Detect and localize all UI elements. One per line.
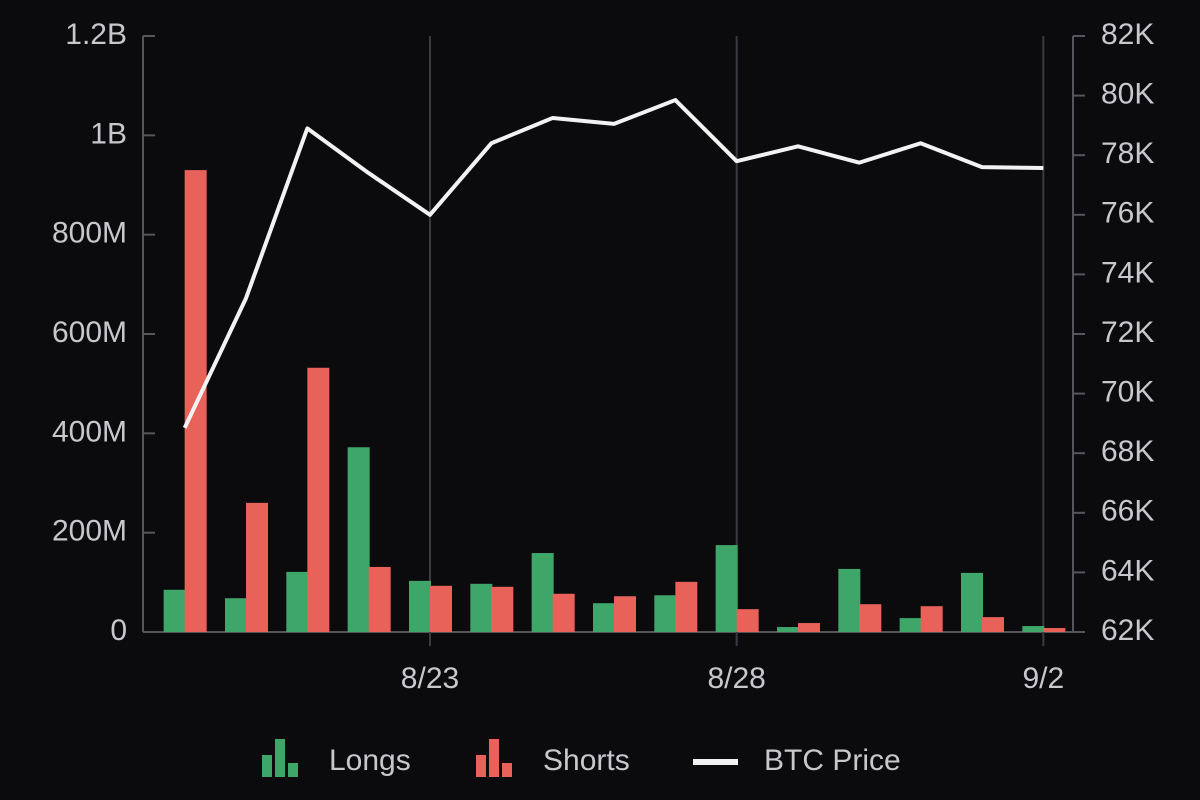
y2-tick-label: 64K xyxy=(1101,554,1154,587)
y-tick-label: 600M xyxy=(52,316,127,349)
bar xyxy=(246,502,268,632)
bar xyxy=(982,617,1004,632)
y2-tick-label: 76K xyxy=(1101,197,1154,230)
bar xyxy=(715,545,738,632)
legend-swatch xyxy=(262,755,272,777)
bar xyxy=(491,586,514,632)
legend-swatch xyxy=(502,763,512,777)
bar xyxy=(430,585,452,632)
y-tick-label: 400M xyxy=(52,415,127,448)
bar xyxy=(798,623,820,632)
price-line xyxy=(182,98,1044,429)
legend-label: Longs xyxy=(329,744,411,777)
legend-label: BTC Price xyxy=(764,744,901,777)
y2-tick-label: 62K xyxy=(1101,614,1154,647)
y2-tick-label: 68K xyxy=(1101,435,1154,468)
y2-tick-label: 82K xyxy=(1101,18,1154,51)
y2-tick-label: 70K xyxy=(1101,376,1154,409)
bar xyxy=(531,553,554,632)
bar xyxy=(777,627,799,632)
bar xyxy=(593,603,615,632)
bar xyxy=(899,618,922,632)
bar xyxy=(675,581,698,632)
bar xyxy=(225,598,247,632)
y2-tick-label: 66K xyxy=(1101,495,1154,528)
x-tick-label: 8/28 xyxy=(707,662,765,695)
bar xyxy=(470,583,493,632)
x-tick-label: 8/23 xyxy=(401,662,459,695)
bar xyxy=(838,568,861,632)
bar xyxy=(920,606,943,632)
y-tick-label: 800M xyxy=(52,217,127,250)
legend-label: Shorts xyxy=(543,744,630,777)
bar xyxy=(163,589,186,632)
y-tick-label: 1B xyxy=(90,117,127,150)
bar xyxy=(307,367,330,632)
y-tick-label: 200M xyxy=(52,515,127,548)
bar xyxy=(961,572,983,632)
bar xyxy=(552,593,575,632)
bar xyxy=(1022,626,1045,632)
bar xyxy=(736,609,759,632)
x-tick-label: 9/2 xyxy=(1022,662,1064,695)
y2-tick-label: 80K xyxy=(1101,78,1154,111)
legend-swatch xyxy=(489,739,499,777)
bar xyxy=(859,604,882,632)
y2-tick-label: 74K xyxy=(1101,256,1154,289)
y2-tick-label: 72K xyxy=(1101,316,1154,349)
y2-tick-label: 78K xyxy=(1101,137,1154,170)
bar xyxy=(1043,628,1066,632)
legend-swatch xyxy=(288,763,298,777)
y-tick-label: 1.2B xyxy=(65,18,127,51)
bar xyxy=(286,571,309,632)
bar xyxy=(347,447,370,632)
bar xyxy=(614,596,636,632)
legend-swatch xyxy=(275,739,285,777)
bar xyxy=(654,595,677,632)
legend-swatch xyxy=(476,755,486,777)
bar xyxy=(409,580,431,632)
bar xyxy=(368,566,391,632)
y-tick-label: 0 xyxy=(110,614,127,647)
